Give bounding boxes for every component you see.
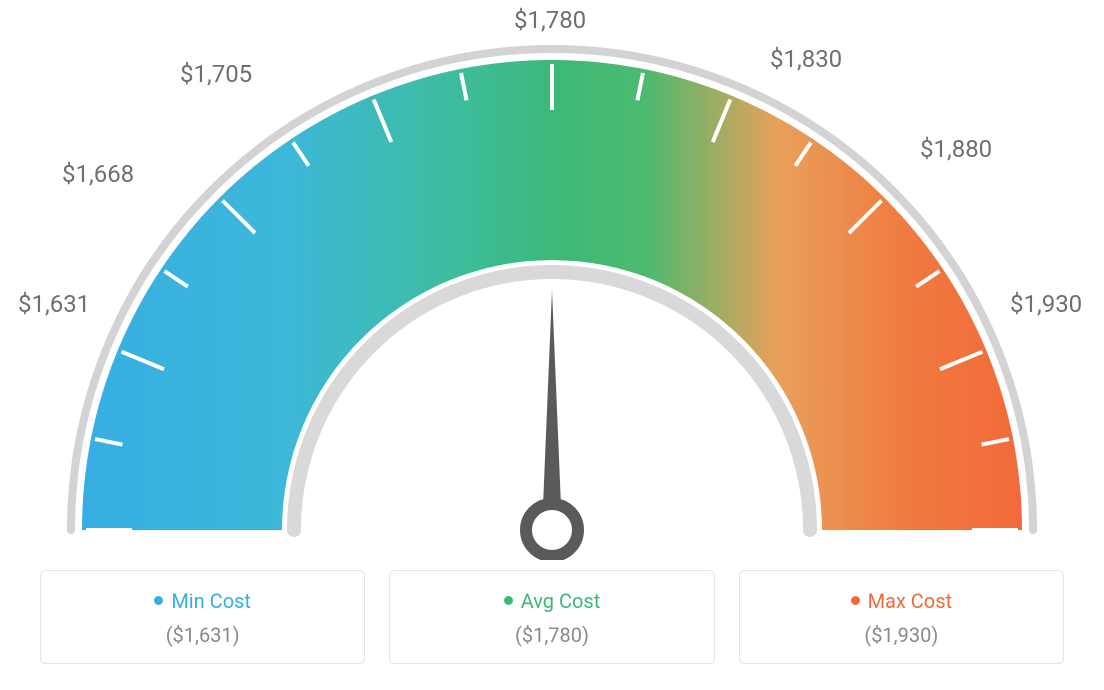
gauge-chart: $1,631 $1,668 $1,705 $1,780 $1,830 $1,880 $1,9… — [0, 0, 1104, 560]
legend-row: Min Cost ($1,631) Avg Cost ($1,780) Max … — [40, 570, 1064, 664]
legend-label-max: Max Cost — [868, 589, 953, 613]
gauge-svg — [0, 0, 1104, 560]
gauge-tick-label: $1,780 — [514, 6, 586, 34]
legend-dot-max — [851, 596, 860, 605]
legend-card-min: Min Cost ($1,631) — [40, 570, 365, 664]
legend-title-max: Max Cost — [750, 589, 1053, 613]
legend-card-avg: Avg Cost ($1,780) — [389, 570, 714, 664]
gauge-tick-label: $1,830 — [770, 45, 842, 73]
legend-title-avg: Avg Cost — [400, 589, 703, 613]
legend-title-min: Min Cost — [51, 589, 354, 613]
gauge-tick-label: $1,705 — [180, 60, 252, 88]
gauge-tick-label: $1,930 — [1010, 290, 1082, 318]
legend-value-avg: ($1,780) — [400, 623, 703, 647]
cost-gauge-widget: $1,631 $1,668 $1,705 $1,780 $1,830 $1,880 $1,9… — [0, 0, 1104, 690]
legend-value-min: ($1,631) — [51, 623, 354, 647]
legend-label-avg: Avg Cost — [521, 589, 601, 613]
legend-dot-min — [154, 596, 163, 605]
gauge-tick-label: $1,880 — [920, 135, 992, 163]
gauge-tick-label: $1,631 — [18, 290, 90, 318]
legend-card-max: Max Cost ($1,930) — [739, 570, 1064, 664]
legend-value-max: ($1,930) — [750, 623, 1053, 647]
legend-dot-avg — [504, 596, 513, 605]
gauge-tick-label: $1,668 — [62, 160, 134, 188]
legend-label-min: Min Cost — [171, 589, 251, 613]
